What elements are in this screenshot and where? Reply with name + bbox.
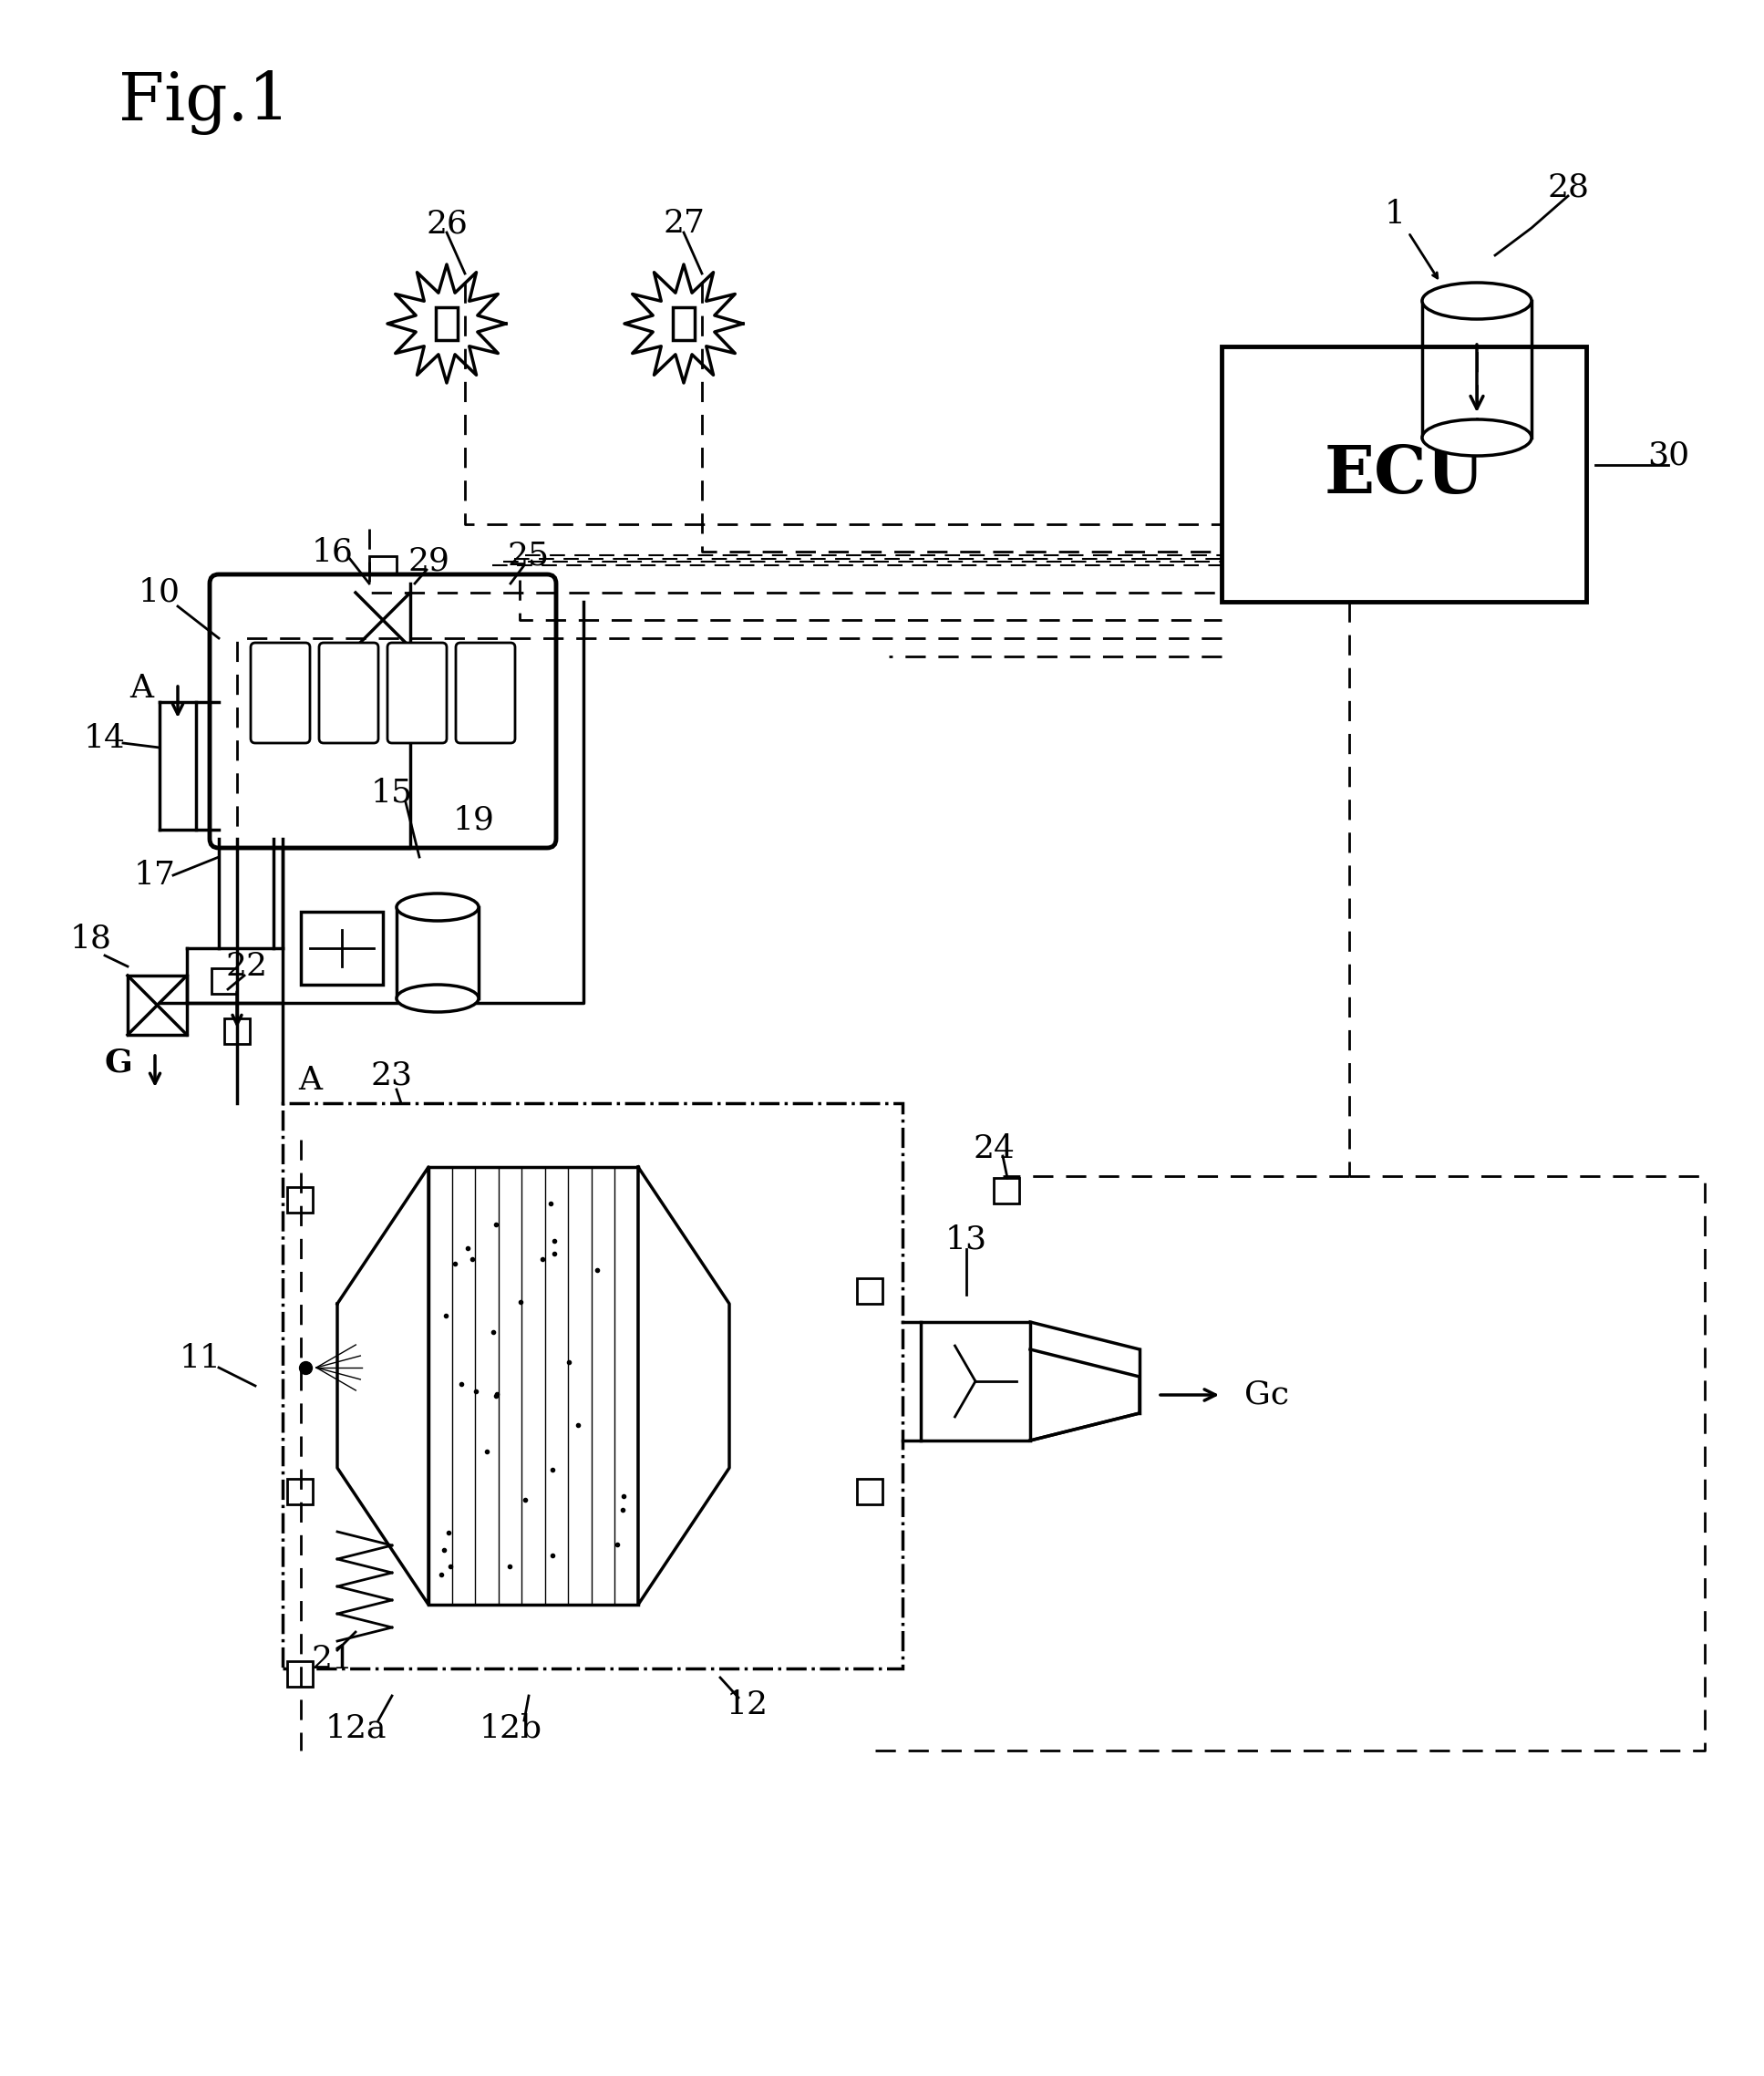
Text: 18: 18 (71, 924, 113, 955)
Text: 29: 29 (407, 546, 450, 577)
Text: 28: 28 (1547, 172, 1589, 201)
Text: 12b: 12b (480, 1713, 542, 1744)
Text: A: A (129, 673, 153, 704)
Text: 11: 11 (180, 1343, 222, 1374)
FancyBboxPatch shape (210, 575, 556, 847)
Text: 17: 17 (134, 859, 176, 891)
Text: Gc: Gc (1245, 1378, 1289, 1410)
Text: ECU: ECU (1323, 442, 1484, 507)
Text: 22: 22 (226, 951, 266, 982)
Bar (993, 1177, 1020, 1204)
Polygon shape (337, 1167, 429, 1605)
Text: 13: 13 (946, 1225, 988, 1256)
Bar (857, 1478, 882, 1505)
Text: 16: 16 (312, 536, 353, 567)
Bar (492, 579, 520, 606)
Text: 19: 19 (453, 805, 496, 837)
Text: 15: 15 (370, 778, 413, 810)
Text: 23: 23 (370, 1061, 413, 1092)
Text: 12a: 12a (325, 1713, 386, 1744)
Text: Fig.1: Fig.1 (118, 71, 289, 135)
FancyBboxPatch shape (250, 644, 310, 743)
FancyBboxPatch shape (455, 644, 515, 743)
FancyBboxPatch shape (319, 644, 377, 743)
Bar (429, 1167, 639, 1605)
Bar (672, 307, 695, 340)
Text: 12: 12 (727, 1690, 769, 1721)
Bar (356, 592, 411, 648)
Bar (288, 1187, 312, 1212)
Bar (369, 556, 397, 583)
Bar (1222, 347, 1586, 602)
Text: 14: 14 (85, 722, 125, 754)
Bar (921, 1322, 1030, 1441)
Text: A: A (298, 1065, 321, 1096)
Ellipse shape (1422, 282, 1531, 320)
Ellipse shape (1422, 419, 1531, 457)
Bar (436, 307, 457, 340)
Bar (857, 1279, 882, 1304)
Polygon shape (639, 1167, 729, 1605)
Bar (288, 1661, 312, 1686)
Ellipse shape (397, 893, 478, 922)
Bar (127, 976, 187, 1034)
Text: G: G (104, 1046, 132, 1077)
Text: 1: 1 (1385, 199, 1406, 230)
Bar (212, 967, 236, 994)
Bar (302, 911, 383, 984)
Text: 10: 10 (139, 577, 180, 608)
Text: 25: 25 (508, 540, 550, 571)
Ellipse shape (397, 984, 478, 1011)
FancyBboxPatch shape (388, 644, 446, 743)
Text: 30: 30 (1648, 440, 1690, 471)
Text: 26: 26 (425, 208, 467, 239)
Bar (288, 1478, 312, 1505)
Text: 27: 27 (663, 208, 704, 239)
Bar (282, 1102, 903, 1669)
Text: 21: 21 (312, 1644, 355, 1675)
Bar (224, 1019, 250, 1044)
Text: 24: 24 (972, 1133, 1014, 1165)
